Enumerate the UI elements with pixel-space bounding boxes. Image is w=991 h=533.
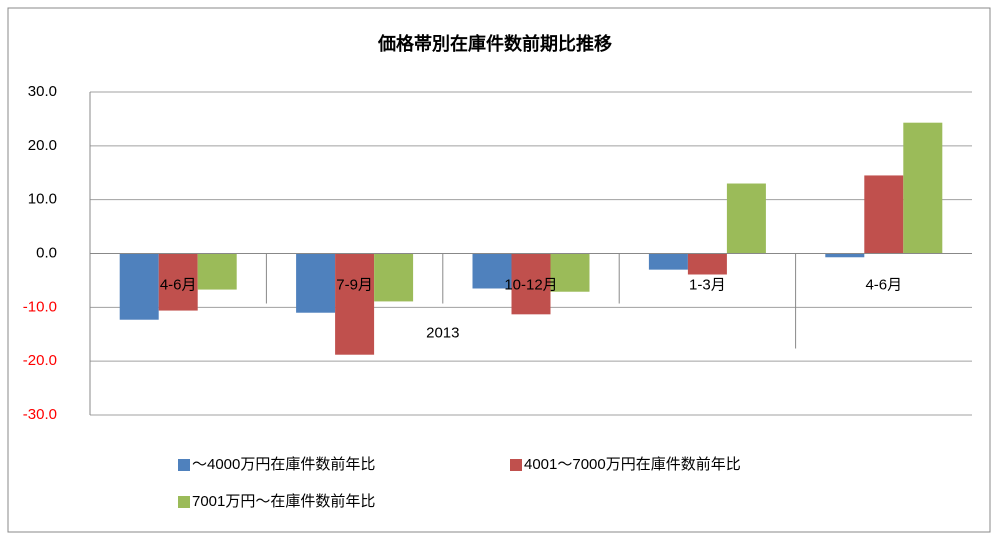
- x-tick-label: 10-12月: [504, 276, 557, 293]
- highlight-ellipse: [808, 74, 988, 320]
- bar: [864, 175, 904, 254]
- bar: [687, 253, 727, 275]
- y-tick-label: 0.0: [36, 244, 57, 261]
- x-tick-label: 4-6月: [160, 276, 197, 293]
- legend-label: 7001万円～在庫件数前年比: [192, 493, 375, 510]
- y-tick-label: 10.0: [28, 191, 57, 208]
- y-tick-label: -30.0: [23, 406, 57, 423]
- x-tick-label: 1-3月: [689, 276, 726, 293]
- legend-label: 4001～7000万円在庫件数前年比: [524, 456, 741, 473]
- chart-title: 価格帯別在庫件数前期比推移: [377, 33, 612, 54]
- y-tick-label: -20.0: [23, 352, 57, 369]
- bar: [158, 253, 198, 311]
- bar: [335, 253, 375, 355]
- legend-swatch: [178, 459, 190, 471]
- bar: [472, 253, 512, 289]
- y-tick-label: 20.0: [28, 137, 57, 154]
- bar: [511, 253, 551, 315]
- x-tick-label: 4-6月: [865, 276, 902, 293]
- bar: [550, 253, 590, 292]
- legend-swatch: [178, 496, 190, 508]
- x-tick-label: 7-9月: [336, 276, 373, 293]
- bar: [119, 253, 159, 320]
- bar: [903, 122, 943, 254]
- group-label: 2013: [426, 324, 459, 341]
- bar: [296, 253, 336, 313]
- legend-swatch: [510, 459, 522, 471]
- bar: [726, 183, 766, 254]
- legend-label: ～4000万円在庫件数前年比: [192, 456, 375, 473]
- y-tick-label: -10.0: [23, 298, 57, 315]
- bar: [374, 253, 414, 302]
- y-tick-label: 30.0: [28, 83, 57, 100]
- bar: [197, 253, 237, 290]
- bar: [825, 253, 865, 258]
- bar: [648, 253, 688, 270]
